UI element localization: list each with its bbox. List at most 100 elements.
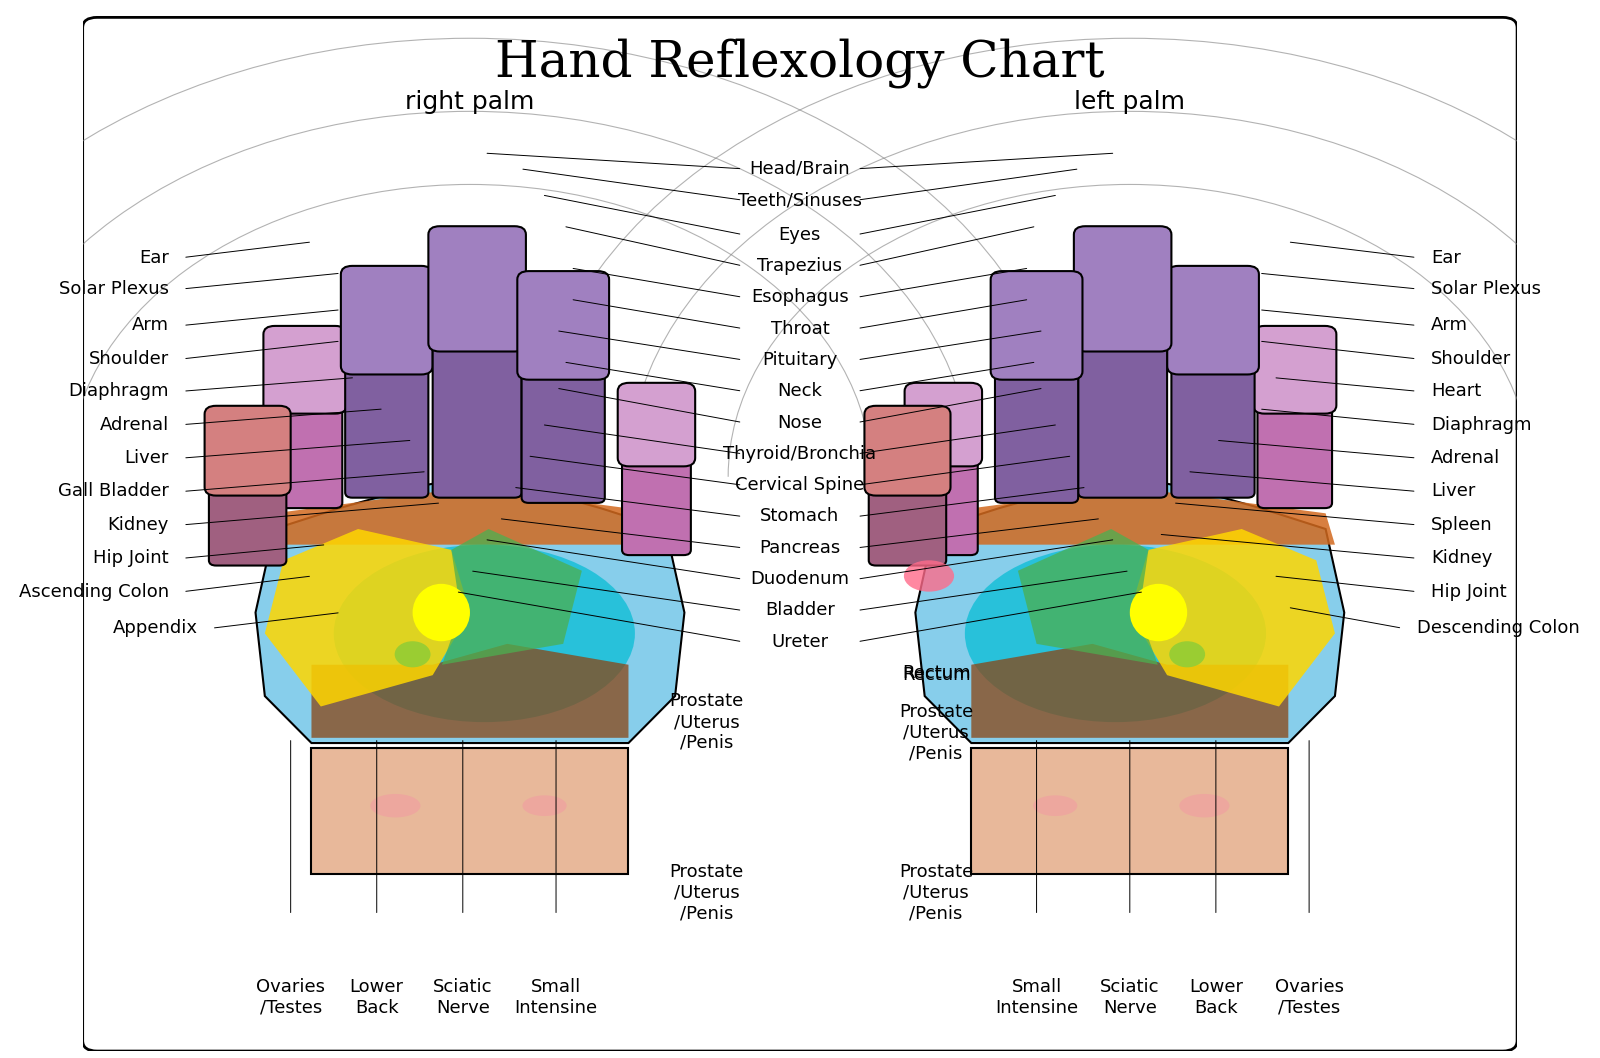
Text: Pancreas: Pancreas [760,539,840,557]
Text: Liver: Liver [1430,482,1475,500]
Text: Pituitary: Pituitary [762,351,837,369]
Text: Stomach: Stomach [760,508,840,526]
FancyBboxPatch shape [210,440,286,566]
Ellipse shape [904,561,954,591]
Text: Prostate
/Uterus
/Penis: Prostate /Uterus /Penis [899,863,973,923]
Text: Descending Colon: Descending Colon [1416,619,1579,637]
Text: Hip Joint: Hip Joint [93,549,168,567]
Text: Liver: Liver [125,449,168,467]
FancyBboxPatch shape [341,266,432,375]
Polygon shape [312,644,629,737]
Ellipse shape [1179,794,1229,818]
Text: Sciatic
Nerve: Sciatic Nerve [434,978,493,1017]
Polygon shape [312,748,629,874]
Ellipse shape [395,641,430,668]
Polygon shape [266,488,675,545]
Polygon shape [1130,529,1334,707]
FancyBboxPatch shape [1258,382,1333,508]
FancyBboxPatch shape [432,311,522,497]
Text: Sciatic
Nerve: Sciatic Nerve [1101,978,1160,1017]
Ellipse shape [334,545,635,723]
FancyBboxPatch shape [1253,326,1336,414]
Polygon shape [1018,529,1158,664]
Text: Diaphragm: Diaphragm [69,382,168,400]
Polygon shape [971,748,1288,874]
FancyBboxPatch shape [429,226,526,351]
Text: right palm: right palm [405,91,534,114]
Text: Lower
Back: Lower Back [350,978,403,1017]
Text: Shoulder: Shoulder [1430,350,1512,368]
Text: Spleen: Spleen [1430,516,1493,534]
Text: Lower
Back: Lower Back [1189,978,1243,1017]
FancyBboxPatch shape [618,383,694,467]
Text: Eyes: Eyes [779,225,821,243]
Polygon shape [915,477,1344,743]
FancyBboxPatch shape [990,271,1083,380]
Text: Ear: Ear [1430,249,1461,267]
Text: Ovaries
/Testes: Ovaries /Testes [256,978,325,1017]
FancyBboxPatch shape [869,440,946,566]
Text: Gall Bladder: Gall Bladder [58,482,168,500]
Text: Prostate
/Uterus
/Penis: Prostate /Uterus /Penis [669,863,744,923]
Text: Ureter: Ureter [771,633,829,651]
Ellipse shape [1034,796,1077,816]
Text: Trapezius: Trapezius [757,257,842,275]
Ellipse shape [965,545,1266,723]
FancyBboxPatch shape [522,343,605,503]
Text: Ovaries
/Testes: Ovaries /Testes [1275,978,1344,1017]
Text: Diaphragm: Diaphragm [1430,416,1531,434]
Polygon shape [925,488,1334,545]
Text: Head/Brain: Head/Brain [749,160,850,178]
FancyBboxPatch shape [909,436,978,555]
Text: Small
Intensine: Small Intensine [515,978,597,1017]
Text: Adrenal: Adrenal [1430,449,1501,467]
Text: Kidney: Kidney [107,516,168,534]
Text: Duodenum: Duodenum [750,570,850,588]
Ellipse shape [1170,641,1205,668]
FancyBboxPatch shape [1074,226,1171,351]
Text: Prostate
/Uterus
/Penis: Prostate /Uterus /Penis [899,703,973,763]
Text: Heart: Heart [1430,382,1482,400]
Text: Arm: Arm [1430,316,1469,334]
Text: Teeth/Sinuses: Teeth/Sinuses [738,191,862,209]
Text: Prostate
/Uterus
/Penis: Prostate /Uterus /Penis [669,692,744,752]
Text: Bladder: Bladder [765,601,835,619]
Text: Rectum: Rectum [902,667,971,685]
Text: Throat: Throat [771,320,829,338]
Text: Small
Intensine: Small Intensine [995,978,1078,1017]
Text: Ear: Ear [139,249,168,267]
Text: Rectum: Rectum [902,664,971,682]
Text: Adrenal: Adrenal [99,416,168,434]
Polygon shape [971,644,1288,737]
Text: Ascending Colon: Ascending Colon [19,583,168,601]
Text: Solar Plexus: Solar Plexus [1430,280,1541,298]
Text: Neck: Neck [778,382,822,400]
Text: Thyroid/Bronchia: Thyroid/Bronchia [723,444,877,462]
Text: Hand Reflexology Chart: Hand Reflexology Chart [494,38,1104,88]
Text: left palm: left palm [1074,91,1186,114]
Text: Shoulder: Shoulder [88,350,168,368]
Ellipse shape [523,796,566,816]
FancyBboxPatch shape [622,436,691,555]
Ellipse shape [1130,584,1187,641]
FancyBboxPatch shape [205,406,291,495]
FancyBboxPatch shape [904,383,982,467]
Text: Cervical Spine: Cervical Spine [736,476,864,494]
Polygon shape [266,529,470,707]
Polygon shape [256,477,685,743]
Text: Esophagus: Esophagus [750,288,848,306]
Text: Nose: Nose [778,414,822,432]
Polygon shape [442,529,582,664]
FancyBboxPatch shape [995,343,1078,503]
Text: Appendix: Appendix [112,619,197,637]
FancyBboxPatch shape [346,338,429,497]
FancyBboxPatch shape [864,406,950,495]
FancyBboxPatch shape [267,382,342,508]
FancyBboxPatch shape [1171,338,1254,497]
Text: Kidney: Kidney [1430,549,1493,567]
Text: Arm: Arm [131,316,168,334]
Text: Hip Joint: Hip Joint [1430,583,1507,601]
Ellipse shape [370,794,421,818]
FancyBboxPatch shape [1078,311,1166,497]
Text: Solar Plexus: Solar Plexus [59,280,168,298]
